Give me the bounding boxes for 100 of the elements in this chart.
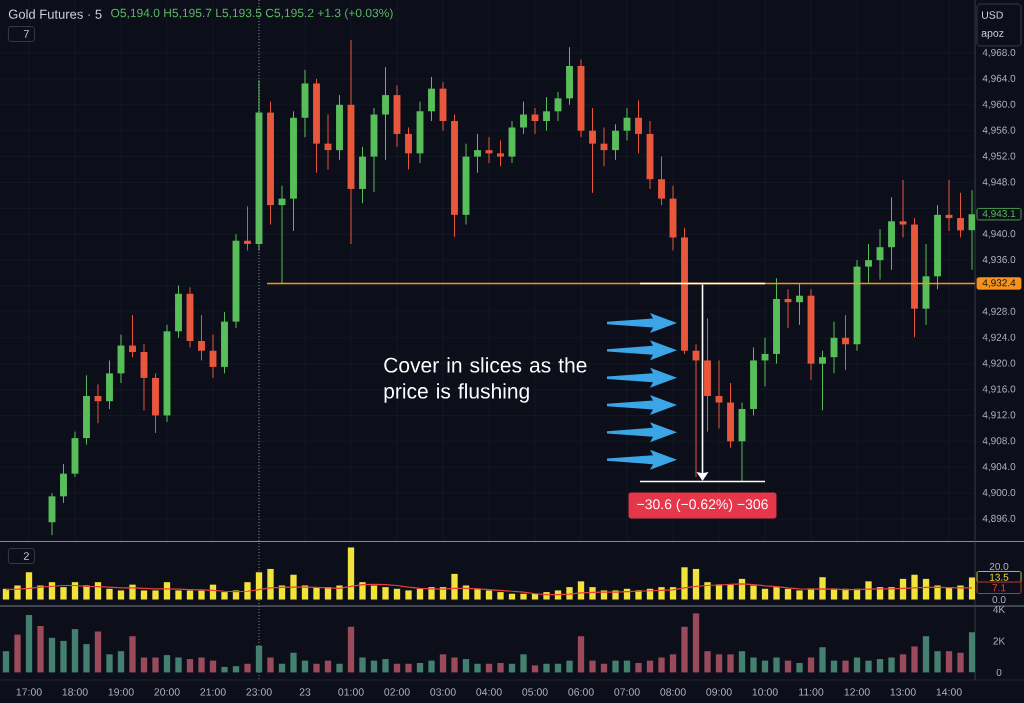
bar — [773, 587, 780, 600]
candlestick — [957, 192, 964, 238]
candlestick — [198, 314, 205, 361]
bar — [140, 590, 148, 600]
bar — [428, 660, 435, 673]
candlestick — [796, 282, 803, 326]
bar — [152, 590, 159, 600]
bar — [554, 590, 562, 600]
y-tick-label: 4,928.0 — [982, 307, 1016, 317]
text: USD — [982, 11, 1003, 19]
bar — [577, 581, 585, 600]
bar — [439, 654, 447, 673]
bar — [163, 655, 171, 673]
candlestick — [658, 156, 665, 206]
bar — [232, 666, 240, 673]
candlestick — [543, 96, 550, 132]
bar — [692, 613, 700, 673]
bar — [290, 574, 297, 600]
bar — [106, 654, 113, 673]
bar — [865, 581, 872, 600]
text: apoz — [981, 31, 1004, 39]
bar — [71, 582, 79, 600]
bar — [474, 663, 481, 673]
bar — [658, 587, 665, 600]
bar — [48, 582, 56, 600]
bar — [796, 590, 803, 600]
x-tick-label: 13:00 — [890, 688, 916, 696]
y-tick-label: 4,912.0 — [982, 411, 1016, 420]
y-tick-label: 4,956.0 — [982, 126, 1016, 135]
y-tick-label: 0 — [996, 668, 1002, 676]
candlestick — [244, 205, 251, 251]
bar — [612, 660, 619, 673]
bar — [658, 657, 665, 673]
bar — [738, 651, 746, 673]
bar — [347, 626, 355, 673]
candlestick — [635, 99, 642, 154]
bar — [117, 590, 125, 600]
bar — [543, 663, 550, 673]
bar — [911, 574, 918, 600]
y-tick-label: 20.0 — [989, 562, 1009, 570]
bar — [25, 572, 33, 600]
text: O5,194.0 H5,195.7 L5,193.5 C5,195.2 +1.3 (+0.03%) — [111, 8, 393, 20]
bar — [531, 665, 539, 673]
bar — [313, 587, 320, 600]
bar — [589, 587, 596, 600]
text: 7.1 — [992, 584, 1006, 592]
bar — [140, 657, 148, 673]
x-tick-label: 19:00 — [108, 688, 134, 696]
bar — [255, 645, 263, 673]
bar — [382, 659, 389, 673]
bar — [129, 636, 136, 673]
text: 13.5 — [990, 573, 1009, 581]
y-tick-label: 4,964.0 — [982, 74, 1016, 84]
bar — [807, 657, 815, 673]
bar — [750, 585, 757, 600]
bar — [508, 593, 516, 600]
bar — [750, 657, 757, 673]
bar — [945, 651, 953, 673]
bar — [117, 651, 125, 673]
x-tick-label: 14:00 — [936, 688, 962, 696]
x-tick-label: 17:00 — [16, 688, 42, 696]
bar — [968, 632, 976, 673]
y-tick-label: 4,896.0 — [982, 514, 1016, 524]
bar — [94, 631, 102, 673]
candlestick — [405, 126, 412, 171]
bar — [186, 659, 194, 673]
x-tick-label: 21:00 — [200, 688, 226, 696]
x-tick-label: 01:00 — [338, 688, 364, 696]
bar — [819, 577, 826, 600]
bar — [796, 662, 803, 673]
x-tick-label: 18:00 — [62, 688, 88, 696]
bar — [83, 585, 90, 600]
candlestick — [589, 107, 596, 194]
candlestick — [715, 359, 723, 429]
bar — [405, 663, 412, 673]
candlestick — [129, 314, 136, 358]
bar — [497, 662, 504, 673]
y-tick-label: 4,948.0 — [982, 178, 1016, 187]
bar — [14, 634, 21, 673]
bar — [727, 654, 734, 673]
bar — [48, 637, 56, 673]
candlestick — [428, 76, 435, 122]
y-tick-label: 4,968.0 — [982, 48, 1016, 58]
bar — [175, 657, 182, 673]
annotation: −30.6 (−0.62%) −306 — [637, 498, 768, 512]
bar — [451, 657, 458, 673]
bar — [876, 587, 884, 600]
bar — [842, 588, 849, 600]
bar — [589, 660, 596, 673]
candlestick — [899, 179, 907, 238]
x-tick-label: 09:00 — [706, 688, 732, 696]
annotation: 7 — [23, 30, 29, 38]
y-tick-label: 4,900.0 — [982, 488, 1016, 498]
annotation: 2 — [23, 552, 29, 560]
bar — [520, 654, 527, 673]
bar — [221, 666, 228, 673]
bar — [152, 657, 159, 673]
candlestick — [819, 350, 826, 411]
bar — [865, 660, 872, 673]
bar — [405, 590, 412, 600]
